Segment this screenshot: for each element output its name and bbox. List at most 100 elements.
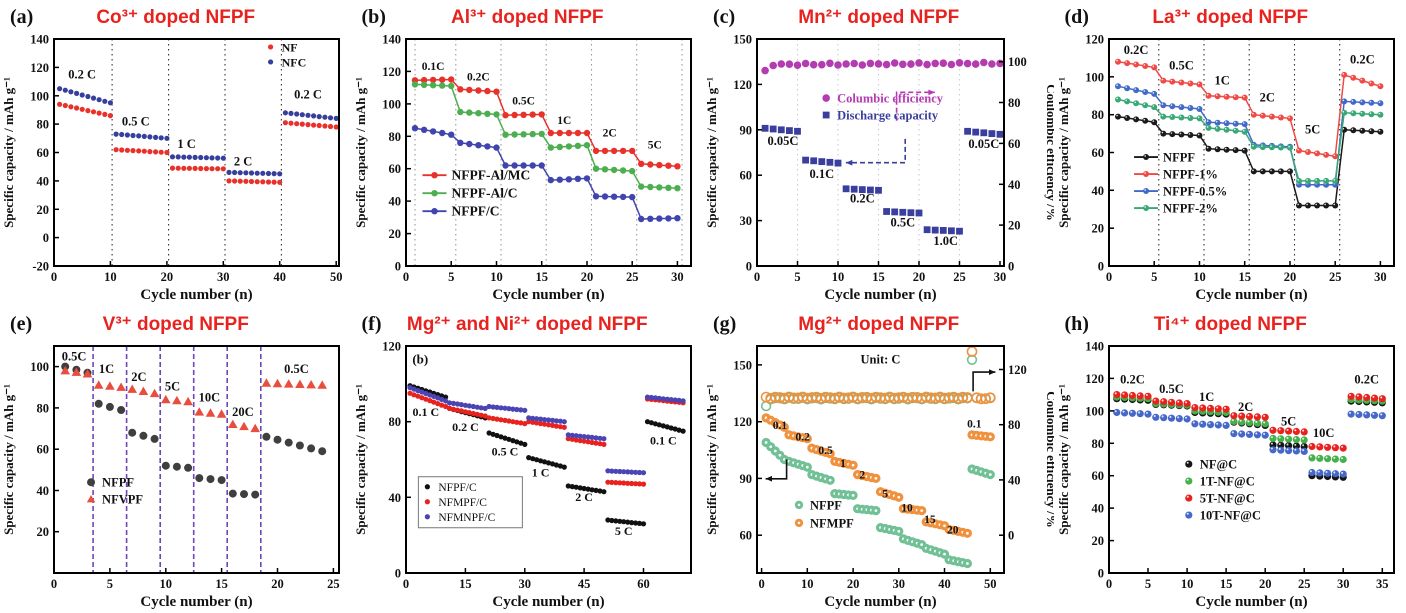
legend-label: 10T-NF@C [1199,508,1260,522]
svg-text:35: 35 [1376,577,1389,591]
svg-text:80: 80 [1091,436,1104,450]
legend: NFPF NFPF-1% NFPF-0.5% NFPF-2% [1133,151,1227,216]
svg-text:10: 10 [801,577,814,591]
rate-label: 0.5 C [122,115,150,129]
svg-text:120: 120 [382,65,401,79]
svg-text:0: 0 [1097,566,1103,580]
legend: NFPF NFMPF [794,498,854,530]
svg-text:60: 60 [388,162,401,176]
svg-text:0: 0 [746,260,752,274]
rate-label: 1 C [531,465,549,479]
rate-label: 0.5C [890,216,915,230]
legend-label: NFPF/C [438,482,477,494]
series-nfmpf-c [406,390,686,487]
svg-text:80: 80 [1091,108,1104,122]
svg-text:120: 120 [382,341,401,354]
panel-c-letter: (c) [713,6,736,28]
series-nfpf-1- [1114,58,1383,160]
y-axis-label: Specific capacity / mAh g⁻¹ [353,383,368,534]
rate-label: 0.2C [1349,53,1374,67]
rate-label: 0.5C [284,361,309,375]
chart-v-doped: 0.5C 1C 2C 5C 10C 20C 0.5C 0 5 10 15 20 25 20 40 60 80 10… [1,344,340,610]
svg-text:60: 60 [1091,469,1104,483]
series-nfmnpf-c [406,384,686,475]
svg-text:30: 30 [518,577,531,591]
x-axis-label: Cycle number (n) [492,287,604,303]
legend-label: NFPF/C [451,204,499,219]
svg-text:20: 20 [580,270,593,284]
rate-label: 1.0C [933,234,958,248]
panel-b-header: (b) Al³⁺ doped NFPF [352,0,704,34]
panel-f-header: (f) Mg²⁺ and Ni²⁺ doped NFPF [352,307,704,341]
y2-axis-label: Coulombic efficiency /% [1044,391,1054,527]
series-nfpf-c [411,125,681,223]
rate-label: 1C [1198,390,1213,404]
svg-text:120: 120 [733,78,752,92]
series-nfpf-al-c [411,81,681,192]
rate-label: 0.2 C [294,88,322,102]
panel-d-letter: (d) [1064,6,1089,28]
svg-text:100: 100 [30,89,49,103]
panel-b: (b) Al³⁺ doped NFPF 0.1C 0.2C 0.5C 1C 2C 5C 0 5 1… [351,0,704,307]
svg-text:80: 80 [1008,96,1021,110]
rate-label: 0.1 C [412,405,439,419]
series-nfvpf [60,365,327,432]
svg-text:25: 25 [1328,270,1341,284]
x-axis-label: Cycle number (n) [492,594,604,610]
svg-text:120: 120 [733,415,752,429]
legend-label: NFMPF [810,516,854,530]
rate-label: 0.5C [512,96,535,108]
rate-label: 10C [199,390,221,404]
plot-frame [404,344,692,574]
guide-arrow [765,459,788,480]
chart-co-doped: 0.2 C0.5 C1 C2 C0.2 C0 10 20 30 40 50-2002040… [1,34,342,303]
series-columbic-efficiency [761,58,1004,75]
legend-label: NFPF-0.5% [1163,185,1227,199]
series-nfmpf-coulombic-efficiency [760,345,996,404]
panel-e-header: (e) V³⁺ doped NFPF [0,307,352,341]
svg-text:15: 15 [872,270,885,284]
rate-label: 5C [1280,414,1295,428]
svg-text:10: 10 [1180,577,1193,591]
legend: Columbic efficiency Discharge capacity [822,92,944,123]
svg-text:45: 45 [577,577,590,591]
legend-label: NFPF-2% [1163,202,1218,216]
svg-text:20: 20 [37,525,50,539]
svg-text:20: 20 [37,203,50,217]
y-axis-label: Specific capacity / mAh g⁻¹ [1,77,16,228]
rate-label: 5 [882,488,888,500]
x-axis: 0 15 30 45 60 [402,567,649,591]
rate-label: 5C [1304,123,1319,137]
legend-label: NFC [282,55,307,69]
svg-text:80: 80 [37,401,50,415]
rate-label: 2 C [234,154,252,168]
legend-label: 5T-NF@C [1199,491,1254,505]
guide-arrow [972,370,996,391]
y2-axis: 0 20 40 60 80 100 Coulombic efficiency /% [999,55,1054,274]
panel-b-title: Al³⁺ doped NFPF [450,7,604,28]
x-axis-label: Cycle number (n) [824,594,936,610]
rate-label: 5 C [614,524,632,538]
svg-text:30: 30 [740,214,753,228]
rate-label: 0.1C [809,167,834,181]
y2-axis: 0 40 80 120 Coulombic efficiency /% [999,363,1054,542]
y-axis-label: Specific capacity / mAh g⁻¹ [1056,77,1071,228]
series-nfpf [1114,113,1383,209]
panel-c: (c) Mn²⁺ doped NFPF 0.05C 0.1C 0.2C 0.5C 1.0C… [703,0,1055,307]
x-axis-label: Cycle number (n) [824,287,936,303]
svg-text:15: 15 [535,270,548,284]
plot-frame [1107,38,1395,267]
svg-text:60: 60 [37,442,50,456]
series-5t-nf-c [1112,390,1386,452]
x-axis-label: Cycle number (n) [1195,287,1307,303]
panel-h-title: Ti⁴⁺ doped NFPF [1153,313,1307,335]
svg-text:60: 60 [37,146,50,160]
svg-text:20: 20 [161,270,174,284]
svg-text:120: 120 [1085,34,1104,47]
panel-e: (e) V³⁺ doped NFPF 0.5C 1C 2C 5C 10C 20C 0.5C 0 5… [0,306,352,613]
legend-label: 1T-NF@C [1199,474,1254,488]
chart-mg-doped: 0.1 0.2 0.5 1 2 5 10 15 20 0.1 Unit: C 0 10 20 30 40 50 6… [704,344,1054,610]
svg-text:20: 20 [1091,222,1104,236]
